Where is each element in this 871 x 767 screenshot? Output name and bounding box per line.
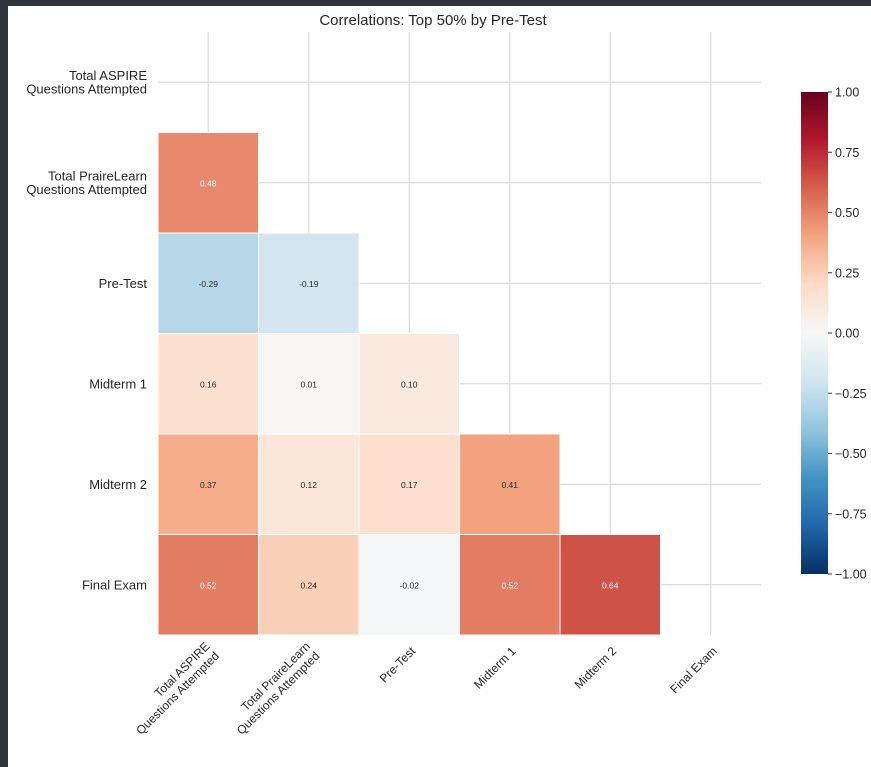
heatmap-chart: 0.48 -0.29 -0.19 0.16 0.01 0.10 0.37 0.12 0.17 0.… <box>26 12 867 737</box>
y-tick-labels: Total ASPIRE Questions Attempted Total Pra… <box>26 68 147 592</box>
cell-value-label: 0.10 <box>401 379 418 389</box>
cell-value-label: 0.16 <box>200 379 217 389</box>
cell-value-label: 0.24 <box>300 580 317 590</box>
cell-value-label: 0.52 <box>501 580 518 590</box>
colorbar-tick-label: −0.50 <box>835 447 867 461</box>
heatmap-cell <box>459 534 561 636</box>
cell-value-label: 0.37 <box>200 480 217 490</box>
cell-value-label: 0.01 <box>300 379 317 389</box>
cell-value-label: 0.41 <box>501 480 518 490</box>
svg-text:Midterm 1: Midterm 1 <box>471 644 519 692</box>
colorbar-tick-label: 0.50 <box>835 206 859 220</box>
heatmap-cell <box>157 433 259 535</box>
heatmap-cell <box>258 433 360 535</box>
chart-title: Correlations: Top 50% by Pre-Test <box>319 12 547 29</box>
cell-value-label: -0.19 <box>299 279 319 289</box>
colorbar-tick-label: −0.75 <box>835 507 867 521</box>
colorbar-tick-label: 0.00 <box>835 327 859 341</box>
svg-text:Total ASPIREQuestions Attempte: Total ASPIREQuestions Attempted <box>124 639 222 737</box>
svg-text:Pre-Test: Pre-Test <box>377 644 419 686</box>
cell-value-label: 0.17 <box>401 480 418 490</box>
y-tick-label: Final Exam <box>82 577 147 592</box>
colorbar-tick-label: 1.00 <box>835 86 859 100</box>
svg-text:Total PraireLearnQuestions Att: Total PraireLearnQuestions Attempted <box>224 639 322 737</box>
colorbar-tick-label: −0.25 <box>835 387 867 401</box>
colorbar-tick-label: 0.75 <box>835 146 859 160</box>
heatmap-cell <box>258 534 360 636</box>
svg-text:Midterm 2: Midterm 2 <box>572 644 620 692</box>
colorbar: 1.00 0.75 0.50 0.25 0.00 −0.25 −0.50 −0.75 −1.00 <box>801 86 867 582</box>
cell-value-label: -0.29 <box>199 279 219 289</box>
y-tick-label: Midterm 1 <box>89 376 147 391</box>
heatmap-cell <box>358 333 460 435</box>
heatmap-cell <box>358 433 460 535</box>
x-tick-label: Total ASPIREQuestions Attempted <box>124 639 222 737</box>
heatmap-cell <box>157 132 259 234</box>
cell-value-label: -0.02 <box>400 580 420 590</box>
cell-value-label: 0.12 <box>300 480 317 490</box>
heatmap-cell <box>258 333 360 435</box>
cell-value-label: 0.64 <box>602 580 619 590</box>
cells-layer: 0.48 -0.29 -0.19 0.16 0.01 0.10 0.37 0.12 0.17 0.… <box>157 132 661 636</box>
heatmap-cell <box>258 232 360 334</box>
chart-figure: 0.48 -0.29 -0.19 0.16 0.01 0.10 0.37 0.12 0.17 0.… <box>8 6 871 767</box>
colorbar-tick-label: −1.00 <box>835 568 867 582</box>
cell-value-label: 0.48 <box>200 178 217 188</box>
heatmap-cell <box>157 534 259 636</box>
heatmap-cell <box>459 433 561 535</box>
heatmap-cell <box>358 534 460 636</box>
y-tick-label: Total ASPIRE Questions Attempted <box>26 68 147 97</box>
cell-value-label: 0.52 <box>200 580 217 590</box>
colorbar-tick-label: 0.25 <box>835 266 859 280</box>
x-tick-label: Final Exam <box>667 644 719 696</box>
colorbar-gradient <box>801 92 828 574</box>
y-tick-label: Midterm 2 <box>89 477 147 492</box>
heatmap-cell <box>157 232 259 334</box>
x-tick-label: Midterm 2 <box>572 644 620 692</box>
x-tick-label: Midterm 1 <box>471 644 519 692</box>
y-tick-label: Pre-Test <box>99 276 148 291</box>
heatmap-cell <box>559 534 661 636</box>
x-tick-label: Pre-Test <box>377 644 419 686</box>
x-tick-label: Total PraireLearnQuestions Attempted <box>224 639 323 737</box>
svg-text:Final Exam: Final Exam <box>667 644 719 696</box>
y-tick-label: Total PraireLearn Questions Attempted <box>26 169 147 198</box>
x-tick-labels: Total ASPIREQuestions Attempted Total Pra… <box>124 639 719 737</box>
